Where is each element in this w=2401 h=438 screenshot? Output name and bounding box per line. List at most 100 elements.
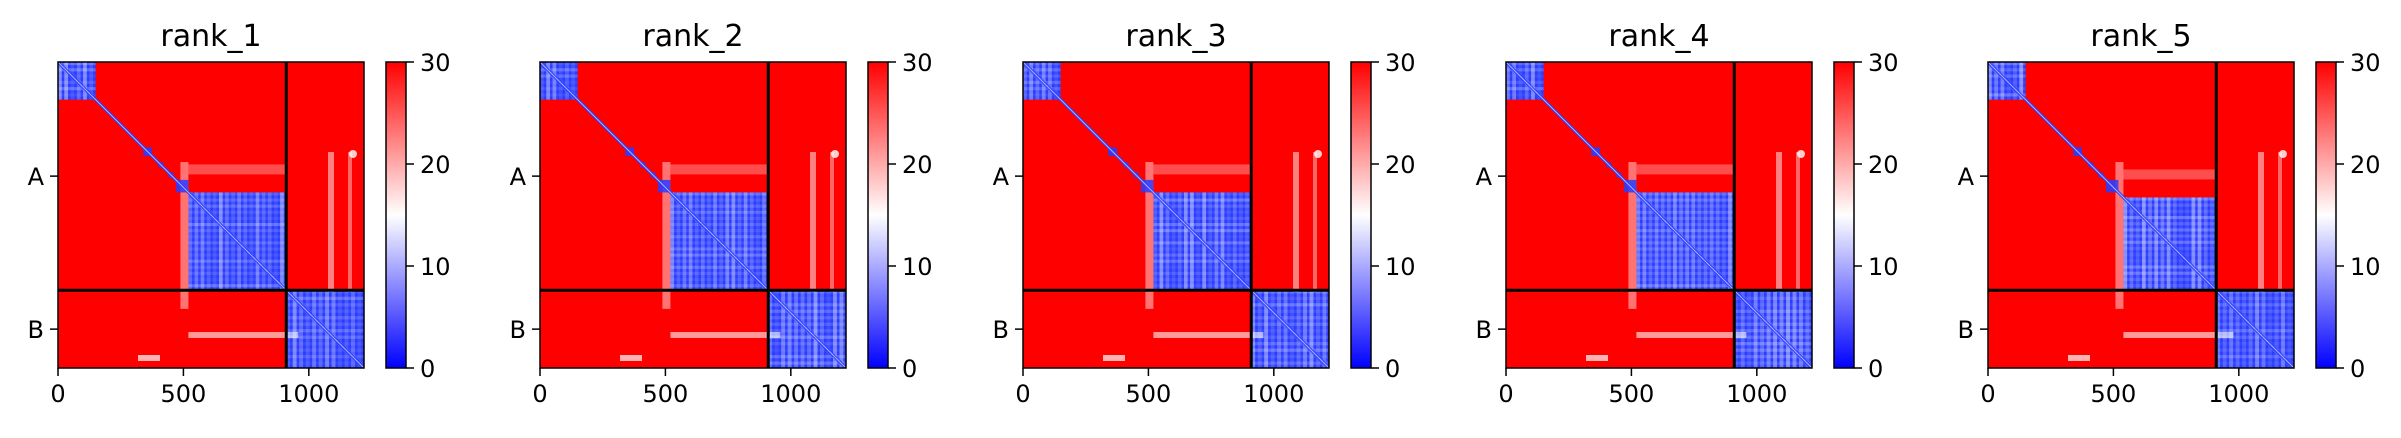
block-texture [1660,192,1665,291]
block-texture [670,222,769,227]
x-tick-label: 1000 [2208,380,2269,408]
heatmap-streak [670,164,769,175]
colorbar-tick-label: 30 [1868,49,1899,77]
colorbar-tick-label: 20 [1385,151,1416,179]
heatmap-streak [1145,162,1154,309]
block-texture [1035,62,1040,100]
block-texture [338,290,342,368]
block-texture [1506,74,1544,78]
block-texture [1747,290,1752,368]
x-tick-label: 500 [2091,380,2137,408]
y-tick-label: B [28,316,44,344]
block-texture [1153,204,1252,208]
block-texture [1636,247,1735,251]
block-texture [188,222,287,227]
block-texture [344,290,349,368]
block-texture [768,290,773,368]
heatmap-spot [1314,150,1322,158]
block-texture [774,290,779,368]
block-texture [1722,192,1726,291]
block-texture [274,192,278,291]
colorbar-tick-label: 10 [1868,253,1899,281]
heatmap-streak [2115,162,2124,309]
block-texture [1232,192,1237,291]
block-texture [2013,62,2017,100]
block-texture [188,229,287,233]
colorbar-frame [385,61,407,369]
block-texture [1734,342,1812,346]
x-tick-label: 0 [532,380,547,408]
y-tick-label: A [993,163,1010,191]
block-texture [2216,290,2221,368]
block-texture [2123,234,2217,238]
block-texture [2123,209,2217,213]
block-texture [280,192,284,291]
block-texture [1636,229,1735,233]
block-texture [1636,198,1735,202]
block-texture [1048,62,1052,100]
y-tick-label: A [28,163,45,191]
block-texture [768,296,846,300]
heatmap-streak [2068,355,2090,361]
block-texture [225,192,229,291]
block-texture [2197,197,2202,291]
heatmap-streak [180,162,189,309]
block-texture [1153,192,1158,291]
x-tick-label: 500 [1126,380,1172,408]
block-texture [188,284,287,288]
block-texture [1153,222,1252,227]
colorbar [2316,62,2336,368]
block-texture [1506,62,1510,100]
block-texture [1988,62,2026,66]
block-texture [188,198,287,202]
heatmap-streak [2258,152,2264,292]
block-texture [2179,197,2183,291]
block-texture [1636,192,1735,196]
heatmap-streak [810,152,816,292]
block-texture [670,210,769,214]
block-texture [286,290,291,368]
block-texture [1153,265,1252,269]
block-texture [1190,192,1194,291]
block-texture [2216,322,2294,326]
block-texture [670,247,769,251]
block-texture [1994,62,1999,100]
block-texture [768,322,846,326]
block-texture [286,342,364,346]
block-texture [743,192,748,291]
colorbar [386,62,406,368]
block-texture [299,290,304,368]
block-texture [1251,342,1329,346]
panel-5: rank_5 0 500 1000 A B 0 10 20 30 [1958,19,2381,408]
block-texture [2123,284,2217,288]
diagonal-line [540,62,846,368]
colorbar-tick-label: 10 [1385,253,1416,281]
heatmap-streak [2278,152,2282,292]
block-texture [1766,290,1771,368]
block-texture [318,290,323,368]
block-texture [1208,192,1213,291]
colorbar-tick-label: 20 [902,151,933,179]
block-texture [2268,290,2272,368]
block-texture [839,290,844,368]
diagonal-line [58,62,364,368]
block-texture [2229,290,2234,368]
block-texture [1251,322,1329,326]
block-texture [800,290,805,368]
block-texture [231,192,235,291]
heatmap-streak [328,152,334,292]
block-texture [1734,290,1812,294]
block-texture [787,290,792,368]
colorbar [868,62,888,368]
block-texture [58,74,96,78]
block-texture [1709,192,1714,291]
colorbar-frame [2315,61,2337,369]
block-texture [1734,348,1812,352]
block-texture [1636,253,1735,257]
block-texture [1648,192,1653,291]
block-texture [2142,197,2146,291]
block-texture [1740,290,1745,368]
block-texture [188,265,287,269]
block-texture [2235,290,2240,368]
